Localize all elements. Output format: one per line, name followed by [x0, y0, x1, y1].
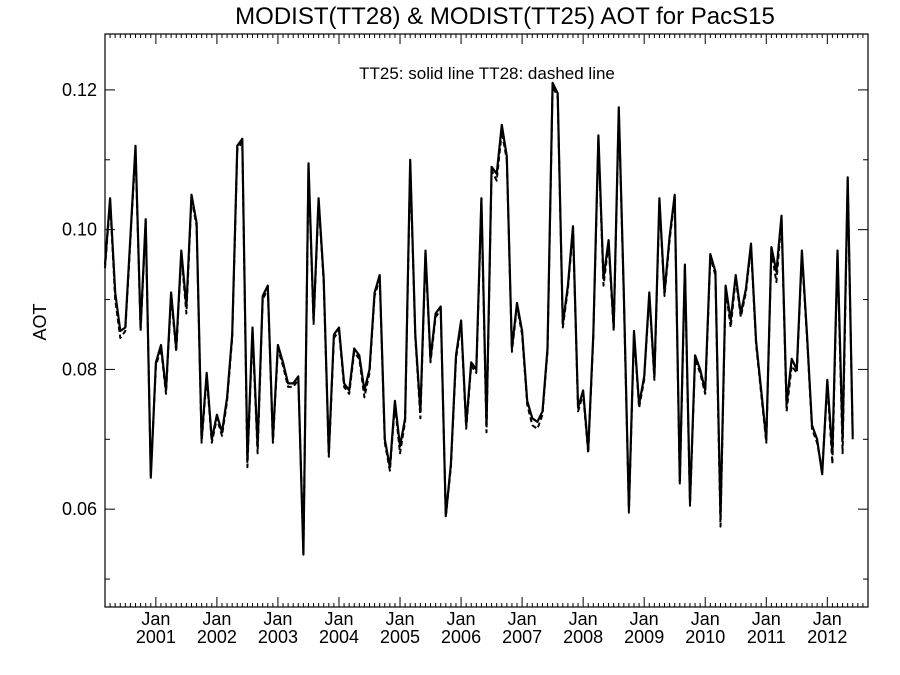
x-tick-month: Jan: [386, 609, 415, 629]
x-tick-year: 2011: [747, 627, 786, 647]
x-tick-month: Jan: [508, 609, 537, 629]
x-tick-month: Jan: [141, 609, 170, 629]
y-tick-label: 0.12: [62, 80, 97, 100]
x-tick-month: Jan: [324, 609, 353, 629]
x-tick-year: 2007: [502, 627, 542, 647]
x-tick-year: 2008: [563, 627, 603, 647]
x-tick-year: 2001: [136, 627, 176, 647]
x-tick-year: 2004: [319, 627, 359, 647]
y-tick-label: 0.08: [62, 359, 97, 379]
x-tick-month: Jan: [569, 609, 598, 629]
y-tick-label: 0.10: [62, 220, 97, 240]
chart-title: MODIST(TT28) & MODIST(TT25) AOT for PacS…: [235, 3, 775, 30]
plot-frame: [104, 33, 869, 608]
x-tick-year: 2012: [807, 627, 847, 647]
y-tick-label: 0.06: [62, 499, 97, 519]
x-tick-year: 2010: [685, 627, 725, 647]
x-tick-month: Jan: [263, 609, 292, 629]
axis-ticks: 0.060.080.100.12Jan2001Jan2002Jan2003Jan…: [62, 34, 869, 647]
x-tick-month: Jan: [630, 609, 659, 629]
x-tick-year: 2006: [441, 627, 481, 647]
x-tick-year: 2002: [197, 627, 237, 647]
x-tick-year: 2005: [380, 627, 420, 647]
x-tick-month: Jan: [691, 609, 720, 629]
series-line-tt25: [103, 81, 854, 556]
x-tick-year: 2009: [624, 627, 664, 647]
x-tick-year: 2003: [258, 627, 298, 647]
legend-note: TT25: solid line TT28: dashed line: [359, 64, 615, 83]
series-group: [103, 81, 854, 556]
y-axis-label: AOT: [30, 303, 50, 340]
x-tick-month: Jan: [447, 609, 476, 629]
x-tick-month: Jan: [813, 609, 842, 629]
x-tick-month: Jan: [202, 609, 231, 629]
x-tick-month: Jan: [752, 609, 781, 629]
